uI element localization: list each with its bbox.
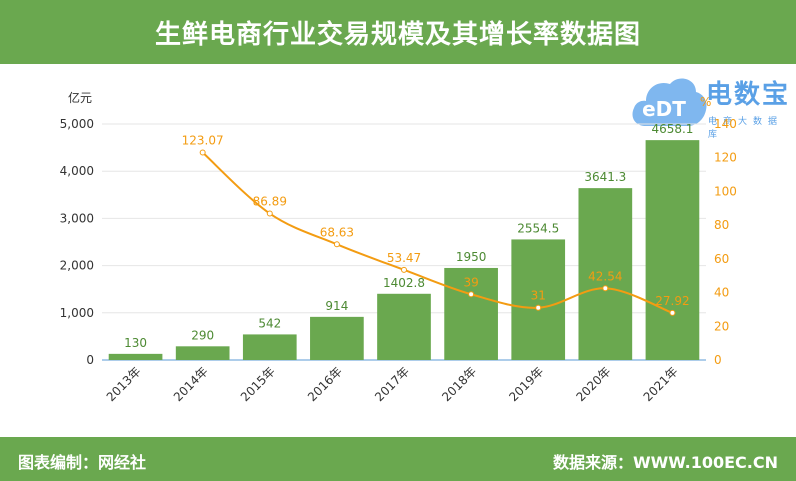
line-data-label: 53.47 <box>387 251 421 265</box>
bar <box>108 353 163 360</box>
left-axis-tick-label: 4,000 <box>60 164 94 178</box>
line-point <box>199 149 206 156</box>
bar <box>175 346 230 360</box>
right-axis-unit: % <box>700 95 711 109</box>
line-point <box>468 291 475 298</box>
x-axis-tick-label: 2021年 <box>641 364 681 404</box>
x-axis-tick-label: 2019年 <box>506 364 546 404</box>
x-axis-tick-label: 2014年 <box>171 364 211 404</box>
logo-name: 电数宝 <box>706 80 791 110</box>
bar <box>242 334 297 360</box>
chart-title: 生鲜电商行业交易规模及其增长率数据图 <box>154 20 641 50</box>
x-axis-tick-label: 2016年 <box>305 364 345 404</box>
bar-data-label: 2554.5 <box>517 221 559 235</box>
x-axis-tick-label: 2015年 <box>238 364 278 404</box>
line-point <box>401 266 407 273</box>
line-point <box>333 241 340 248</box>
line-point <box>535 304 542 311</box>
right-axis-tick-label: 60 <box>714 252 729 266</box>
right-axis-tick-label: 100 <box>714 184 737 198</box>
line-data-label: 123.07 <box>182 134 224 148</box>
right-axis-tick-label: 20 <box>714 319 729 333</box>
line-data-label: 39 <box>463 275 478 289</box>
bar-data-label: 1950 <box>456 250 487 264</box>
left-axis-tick-label: 3,000 <box>60 211 94 225</box>
right-axis-tick-label: 120 <box>714 151 737 165</box>
footer-source: 数据来源：WWW.100EC.CN <box>552 453 778 472</box>
footer-bar: 图表编制：网经社 数据来源：WWW.100EC.CN <box>0 437 796 481</box>
left-axis-tick-label: 1,000 <box>60 306 94 320</box>
line-data-label: 27.92 <box>655 294 689 308</box>
right-axis-tick-label: 140 <box>714 117 737 131</box>
bar-data-label: 1402.8 <box>383 276 425 290</box>
line-point <box>602 285 609 292</box>
bar-data-label: 914 <box>325 299 348 313</box>
bar-data-label: 3641.3 <box>584 170 626 184</box>
cloud-logo-icon: eDT <box>632 78 707 126</box>
line-data-label: 68.63 <box>320 225 354 239</box>
bar <box>511 239 566 360</box>
left-axis-tick-label: 5,000 <box>60 117 94 131</box>
bar-data-label: 130 <box>124 336 147 350</box>
line-point <box>266 210 273 217</box>
bar-data-label: 290 <box>191 328 214 342</box>
bar <box>444 267 498 360</box>
bar <box>310 316 364 360</box>
x-axis-tick-label: 2013年 <box>104 364 144 404</box>
line-data-label: 31 <box>531 289 546 303</box>
left-axis-tick-label: 2,000 <box>60 259 94 273</box>
bar-data-label: 4658.1 <box>651 122 693 136</box>
right-axis-tick-label: 40 <box>714 286 729 300</box>
line-data-label: 86.89 <box>253 195 287 209</box>
header-bar: 生鲜电商行业交易规模及其增长率数据图 <box>0 0 796 64</box>
bar <box>377 293 431 360</box>
x-axis-tick-label: 2018年 <box>439 364 479 404</box>
bar <box>645 140 700 360</box>
left-axis-tick-label: 0 <box>86 353 94 367</box>
right-axis-tick-label: 80 <box>714 218 729 232</box>
logo-mark: eDT <box>642 97 686 121</box>
line-data-label: 42.54 <box>588 269 622 283</box>
left-axis-unit: 亿元 <box>68 90 92 105</box>
right-axis-tick-label: 0 <box>714 353 722 367</box>
x-axis-tick-label: 2017年 <box>372 364 412 404</box>
logo-tagline: 电商大数据库 <box>708 117 784 140</box>
bar-data-label: 542 <box>258 316 281 330</box>
logo: eDT 电数宝 电商大数据库 <box>628 70 796 140</box>
x-axis-tick-label: 2020年 <box>573 364 613 404</box>
combo-chart: 0 1,000 2,000 3,000 4,000 5,000 亿元 0 20 40 60 80 100… <box>60 90 737 404</box>
line-point <box>669 309 676 316</box>
footer-credit: 图表编制：网经社 <box>18 453 147 472</box>
bar <box>578 188 633 360</box>
